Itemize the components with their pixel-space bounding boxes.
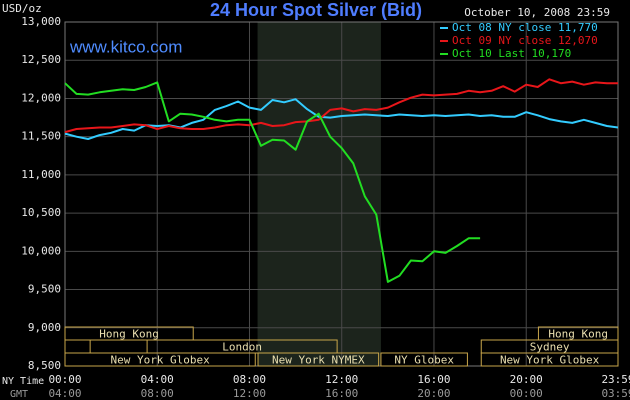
series-line xyxy=(64,98,619,140)
session-label: Hong Kong xyxy=(99,328,159,341)
x-tick-label: 20:00 xyxy=(510,373,543,386)
chart-title: 24 Hour Spot Silver (Bid) xyxy=(210,0,422,20)
x-tick-label: 08:00 xyxy=(233,373,266,386)
series-line xyxy=(64,78,618,134)
x2-tick-label: 03:59 xyxy=(601,387,630,400)
x2-tick-label: 08:00 xyxy=(141,387,174,400)
session-box xyxy=(480,352,619,367)
x2-tick-label: 16:00 xyxy=(325,387,358,400)
y-tick-label: 13,000 xyxy=(21,15,61,28)
y-tick-label: 10,500 xyxy=(21,206,61,219)
x2-tick-label: 04:00 xyxy=(48,387,81,400)
session-box xyxy=(380,352,468,367)
y-tick-label: 12,500 xyxy=(21,53,61,66)
x2-axis-label: GMT xyxy=(10,389,28,400)
session-label: NY Globex xyxy=(394,354,454,367)
legend-label: Oct 10 Last 10,170 xyxy=(452,47,571,60)
legend-label: Oct 09 NY close 12,070 xyxy=(452,34,598,47)
series-line xyxy=(64,81,481,283)
x-tick-label: 12:00 xyxy=(325,373,358,386)
session-label: London xyxy=(222,341,262,354)
session-box xyxy=(64,339,91,354)
y-tick-label: 11,500 xyxy=(21,130,61,143)
x2-tick-label: 12:00 xyxy=(233,387,266,400)
chart-date: October 10, 2008 23:59 xyxy=(464,6,610,19)
y-tick-label: 12,000 xyxy=(21,91,61,104)
x-tick-label: 00:00 xyxy=(48,373,81,386)
y-tick-label: 9,500 xyxy=(28,283,61,296)
session-label: Sydney xyxy=(530,341,570,354)
session-label: New York NYMEX xyxy=(272,354,365,367)
x-axis-label: NY Time xyxy=(2,376,44,387)
y-tick-label: 11,000 xyxy=(21,168,61,181)
x-tick-label: 16:00 xyxy=(417,373,450,386)
session-label: New York Globex xyxy=(110,354,210,367)
x-tick-label: 04:00 xyxy=(141,373,174,386)
session-box xyxy=(257,352,380,367)
y-axis-label: USD/oz xyxy=(2,2,42,15)
shaded-region xyxy=(257,22,381,366)
session-box xyxy=(64,352,256,367)
legend-label: Oct 08 NY close 11,770 xyxy=(452,21,598,34)
session-label: New York Globex xyxy=(500,354,600,367)
session-box xyxy=(64,326,194,341)
y-tick-label: 9,000 xyxy=(28,321,61,334)
session-label: Hong Kong xyxy=(548,328,608,341)
x2-tick-label: 20:00 xyxy=(417,387,450,400)
x-tick-label: 23:59 xyxy=(601,373,630,386)
x2-tick-label: 00:00 xyxy=(510,387,543,400)
y-tick-label: 10,000 xyxy=(21,244,61,257)
y-tick-label: 8,500 xyxy=(28,359,61,372)
site-annotation: www.kitco.com xyxy=(69,37,182,56)
